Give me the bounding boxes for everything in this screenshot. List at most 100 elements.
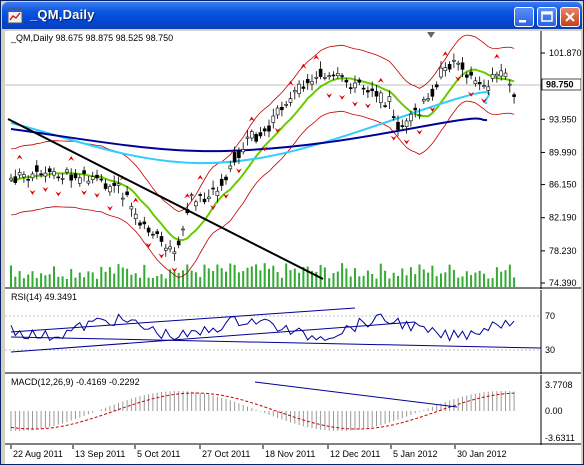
macd-histogram-bar xyxy=(315,411,317,429)
fractal-marker xyxy=(210,205,217,211)
volume-bar xyxy=(40,273,43,287)
fractal-marker xyxy=(313,54,320,60)
candle-body xyxy=(103,183,108,189)
macd-histogram-bar xyxy=(195,392,197,411)
close-icon xyxy=(565,12,575,22)
candle-body xyxy=(482,85,486,87)
rsi-trendline-lower[interactable] xyxy=(10,336,542,349)
date-axis: 22 Aug 2011 13 Sep 2011 5 Oct 2011 27 Oct 2… xyxy=(5,445,581,464)
volume-bar xyxy=(259,270,262,287)
candle-body xyxy=(172,251,177,254)
macd-histogram-bar xyxy=(208,394,210,411)
macd-histogram-bar xyxy=(487,391,489,411)
volume-bar xyxy=(134,273,137,287)
chart-window-icon[interactable] xyxy=(7,8,23,24)
price-tick-label: 78.230 xyxy=(549,246,577,256)
fractal-marker xyxy=(377,77,384,83)
candle-body xyxy=(447,63,452,70)
macd-tick-top: 3.7708 xyxy=(545,380,573,390)
date-tick-label: 22 Aug 2011 xyxy=(13,449,63,459)
price-pane[interactable]: 101.870 93.950 89.990 86.150 82.190 78.230 74.… xyxy=(5,31,581,289)
price-tick-label: 101.870 xyxy=(549,48,581,58)
fractal-marker xyxy=(261,146,268,152)
volume-bar xyxy=(397,276,399,287)
fractal-marker xyxy=(81,190,88,196)
chart-area[interactable]: 101.870 93.950 89.990 86.150 82.190 78.230 74.… xyxy=(5,31,581,464)
candle-body xyxy=(155,231,159,235)
volume-bar xyxy=(414,274,417,287)
volume-bar xyxy=(336,271,339,287)
macd-histogram-bar xyxy=(341,411,343,431)
volume-bar xyxy=(483,273,485,287)
volume-bar xyxy=(186,264,189,287)
price-chart[interactable]: 101.870 93.950 89.990 86.150 82.190 78.230 74.… xyxy=(5,31,581,289)
chart-shift-icon[interactable] xyxy=(427,32,435,38)
macd-chart[interactable]: 3.7708 0.00 -3.6311 xyxy=(5,375,581,445)
macd-histogram-bar xyxy=(191,391,193,411)
macd-histogram-bar xyxy=(122,401,124,411)
volume-bar xyxy=(83,277,86,287)
macd-pane[interactable]: 3.7708 0.00 -3.6311 MACD(12,26,9) -0.416… xyxy=(5,375,581,445)
macd-histogram-bar xyxy=(328,411,330,431)
trend-line[interactable] xyxy=(7,118,324,280)
volume-bar xyxy=(427,272,430,287)
candle-body xyxy=(73,173,78,179)
volume-bar xyxy=(388,278,391,287)
volume-bar xyxy=(199,277,202,287)
candle-body xyxy=(421,98,426,102)
fractal-marker xyxy=(197,175,204,181)
volume-bar xyxy=(323,267,326,287)
macd-histogram-bar xyxy=(62,411,64,424)
rsi-trendline-middle[interactable] xyxy=(10,321,416,353)
volume-bar xyxy=(315,271,318,287)
candle-body xyxy=(452,59,456,62)
volume-bar xyxy=(216,264,219,287)
maximize-button[interactable] xyxy=(537,7,557,27)
window-title: _QM,Daily xyxy=(30,7,95,22)
candle-body xyxy=(34,165,39,172)
macd-histogram-bar xyxy=(10,411,12,431)
volume-bar xyxy=(48,274,51,287)
candle-body xyxy=(202,198,207,203)
macd-histogram-bar xyxy=(277,411,279,419)
macd-histogram-bar xyxy=(423,409,425,411)
volume-bar xyxy=(461,276,464,287)
fractal-marker xyxy=(326,93,333,99)
candle-body xyxy=(391,116,396,118)
candle-body xyxy=(314,76,319,79)
macd-histogram-bar xyxy=(320,411,322,430)
macd-histogram-bar xyxy=(70,411,72,421)
close-button[interactable] xyxy=(560,7,580,27)
title-bar[interactable]: _QM,Daily xyxy=(2,2,582,29)
macd-tick-bottom: -3.6311 xyxy=(545,433,575,443)
candle-body xyxy=(39,173,43,176)
macd-histogram-bar xyxy=(290,411,291,423)
rsi-chart[interactable]: 70 30 xyxy=(5,290,581,374)
candle-body xyxy=(146,227,151,233)
candle-body xyxy=(198,194,202,196)
candle-body xyxy=(464,74,469,78)
rsi-trendline-upper[interactable] xyxy=(10,307,356,333)
candle-body xyxy=(56,176,61,179)
candle-body xyxy=(52,171,56,176)
candle-body xyxy=(65,169,69,173)
volume-bar xyxy=(10,265,12,287)
volume-bar xyxy=(513,277,516,287)
candle-body xyxy=(17,172,22,176)
macd-histogram-bar xyxy=(285,411,287,422)
candle-body xyxy=(207,196,211,200)
macd-histogram-bar xyxy=(410,411,412,415)
candle-body xyxy=(469,71,473,76)
volume-bar xyxy=(121,267,124,287)
rsi-pane[interactable]: 70 30 RSI(14) 49.3491 xyxy=(5,290,581,374)
candle-body xyxy=(417,114,422,117)
volume-bar xyxy=(173,271,176,287)
maximize-icon xyxy=(541,11,553,22)
candle-body xyxy=(151,233,155,236)
volume-bar xyxy=(53,266,55,287)
macd-histogram-bar xyxy=(397,411,399,420)
price-pane-label: _QM,Daily 98.675 98.875 98.525 98.750 xyxy=(11,33,173,43)
candle-body xyxy=(301,86,306,89)
macd-trendline[interactable] xyxy=(254,381,458,408)
minimize-button[interactable] xyxy=(514,7,534,27)
